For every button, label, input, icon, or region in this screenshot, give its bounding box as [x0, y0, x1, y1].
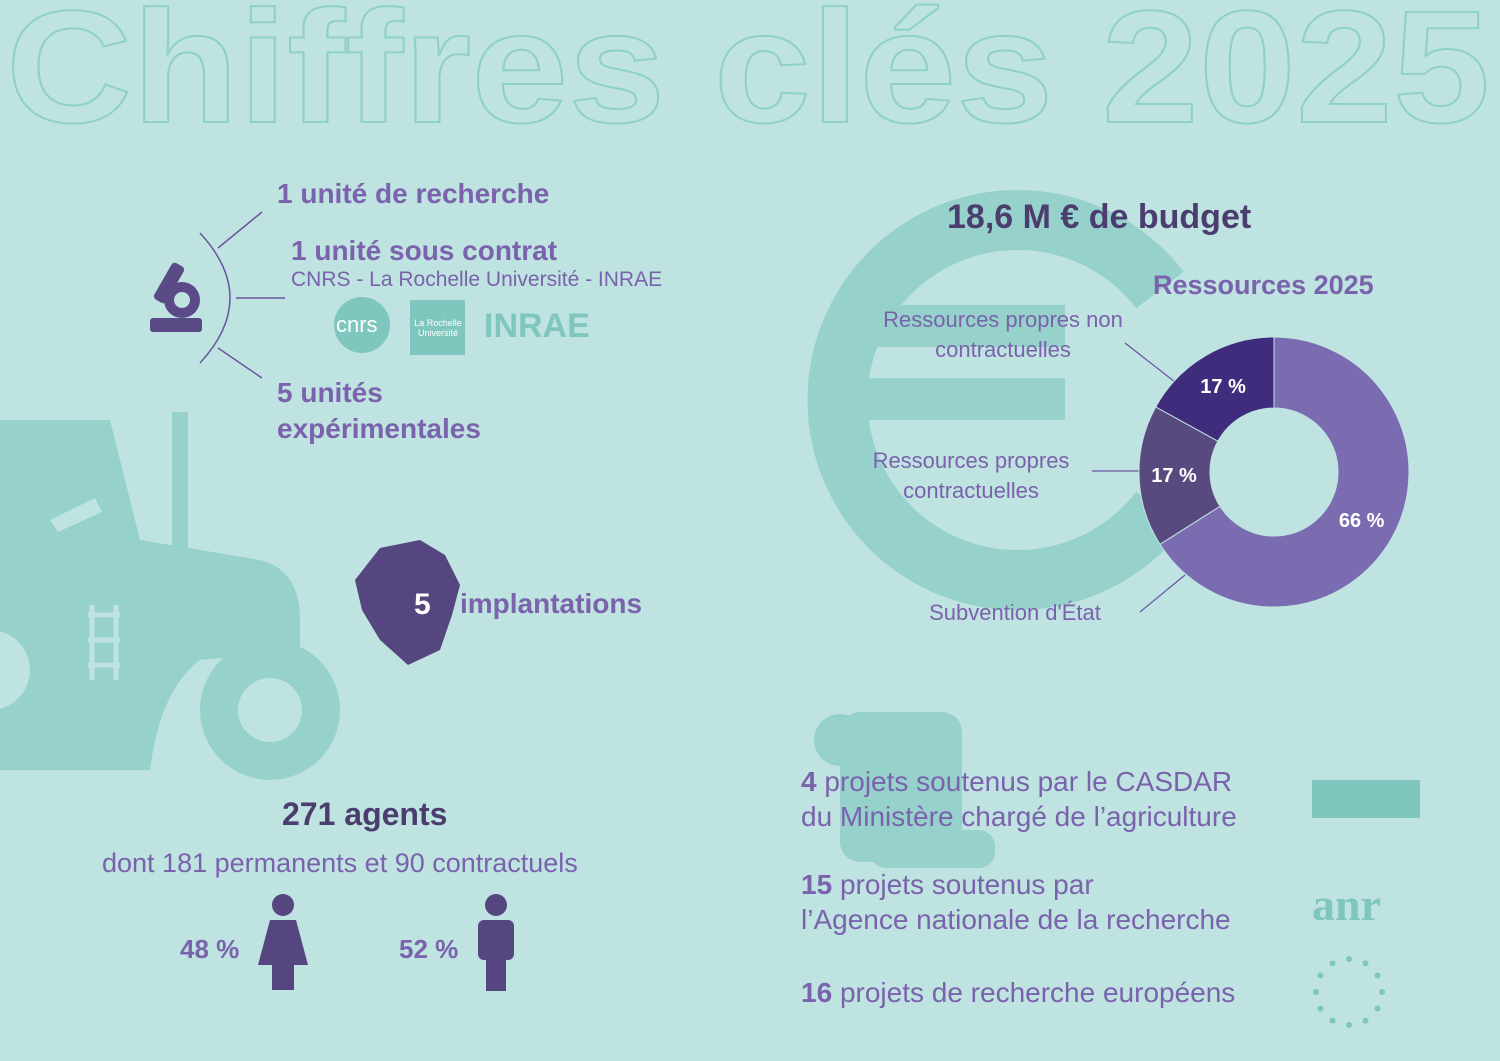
project-line: l’Agence nationale de la recherche: [801, 904, 1231, 936]
euro-icon: [807, 190, 1184, 610]
scroll-icon: [814, 712, 995, 868]
project-line: 4 projets soutenus par le CASDAR: [801, 766, 1232, 798]
eu-star: [1329, 1017, 1336, 1024]
anr-logo: anr: [1312, 879, 1381, 930]
project-count: 16: [801, 977, 833, 1008]
category-label: Ressources propres non contractuelles: [883, 307, 1123, 362]
agents-detail: dont 181 permanents et 90 contractuels: [102, 848, 578, 878]
project-text: projets soutenus par: [839, 869, 1094, 900]
eu-star: [1374, 972, 1381, 979]
category-label: Ressources propres contractuelles: [872, 448, 1070, 503]
leader-lines: [1092, 342, 1186, 613]
budget: 18,6 M € de budget: [947, 198, 1252, 236]
contract-unit: 1 unité sous contrat: [291, 235, 558, 266]
project-count: 4: [801, 766, 817, 797]
cnrs-logo-bg: [334, 297, 390, 353]
project-text: l’Agence nationale de la recherche: [801, 904, 1231, 935]
sites-number: 5: [414, 588, 431, 621]
eu-star: [1362, 960, 1369, 967]
eu-stars: [1313, 956, 1385, 1028]
project-text: projets soutenus par le CASDAR: [824, 766, 1233, 797]
value-label: 17 %: [1200, 376, 1246, 398]
eu-star: [1379, 989, 1385, 995]
cnrs-logo: cnrs: [336, 312, 378, 337]
project-line: 15 projets soutenus par: [801, 869, 1094, 901]
lru-logo: La Rochelle Université: [414, 318, 462, 338]
experimental-units: expérimentales: [277, 413, 481, 444]
eu-star: [1346, 1022, 1352, 1028]
eu-star: [1329, 960, 1336, 967]
project-text: du Ministère chargé de l’agriculture: [801, 801, 1237, 832]
agents-title: 271 agents: [282, 796, 448, 832]
eu-star: [1374, 1005, 1381, 1012]
research-unit: 1 unité de recherche: [277, 178, 550, 209]
lru-logo-bg: [410, 300, 465, 355]
big-title: Chiffres clés 2025: [6, 0, 1490, 156]
region-map: [355, 540, 460, 665]
people-icons: [258, 894, 514, 991]
microscope-icon: [150, 262, 202, 332]
inrae-logo: INRAE: [484, 307, 590, 345]
eu-star: [1317, 972, 1324, 979]
eu-star: [1362, 1017, 1369, 1024]
men-share: 52 %: [399, 934, 459, 964]
value-label: 66 %: [1339, 510, 1385, 532]
sites-label: implantations: [460, 588, 643, 619]
project-text: projets de recherche européens: [839, 977, 1236, 1008]
eu-star: [1313, 989, 1319, 995]
eu-star: [1317, 1005, 1324, 1012]
women-share: 48 %: [180, 934, 240, 964]
value-label: 17 %: [1151, 465, 1197, 487]
donut-slice: [1155, 336, 1275, 442]
project-line: du Ministère chargé de l’agriculture: [801, 801, 1237, 833]
marianne-logo: [1312, 780, 1420, 818]
tractor-icon: [0, 412, 340, 780]
project-count: 15: [801, 869, 833, 900]
eu-star: [1346, 956, 1352, 962]
donut-slice: [1159, 336, 1410, 608]
chart-title: Ressources 2025: [1153, 270, 1374, 300]
bracket: [199, 211, 285, 379]
project-line: 16 projets de recherche européens: [801, 977, 1235, 1009]
partners: CNRS - La Rochelle Université - INRAE: [291, 268, 663, 291]
experimental-units: 5 unités: [277, 377, 383, 408]
category-label: Subvention d'État: [929, 600, 1101, 625]
